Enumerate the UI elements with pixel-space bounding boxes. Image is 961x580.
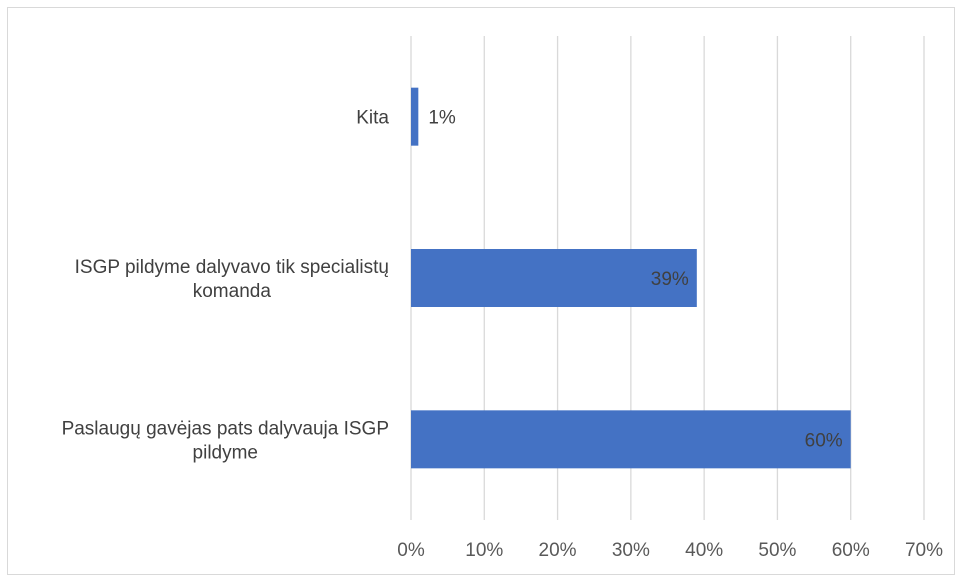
bar-1 (411, 249, 697, 307)
x-tick-label-2: 20% (539, 540, 577, 561)
x-tick-label-5: 50% (758, 540, 796, 561)
bars (411, 87, 851, 469)
category-label-1-line-0: ISGP pildyme dalyvavo tik specialistų (75, 257, 389, 278)
x-tick-label-3: 30% (612, 540, 650, 561)
data-label-0: 1% (428, 108, 456, 129)
x-tick-label-1: 10% (465, 540, 503, 561)
x-tick-label-0: 0% (397, 540, 425, 561)
category-label-2-line-0: Paslaugų gavėjas pats dalyvauja ISGP (62, 418, 389, 439)
x-tick-labels: 0% 10% 20% 30% 40% 50% 60% 70% (397, 540, 943, 561)
category-label-1-line-1: komanda (193, 281, 272, 302)
category-label-2-line-1: pildyme (193, 442, 258, 463)
x-tick-label-4: 40% (685, 540, 723, 561)
data-label-2: 60% (805, 430, 843, 451)
x-tick-label-6: 60% (832, 540, 870, 561)
category-labels: Kita ISGP pildyme dalyvavo tik specialist… (62, 108, 390, 464)
data-labels: 1% 39% 60% (428, 108, 842, 452)
x-tick-label-7: 70% (905, 540, 943, 561)
data-label-1: 39% (651, 269, 689, 290)
category-label-0-line-0: Kita (356, 108, 389, 129)
bar-0 (411, 87, 419, 146)
bar-2 (411, 410, 851, 469)
